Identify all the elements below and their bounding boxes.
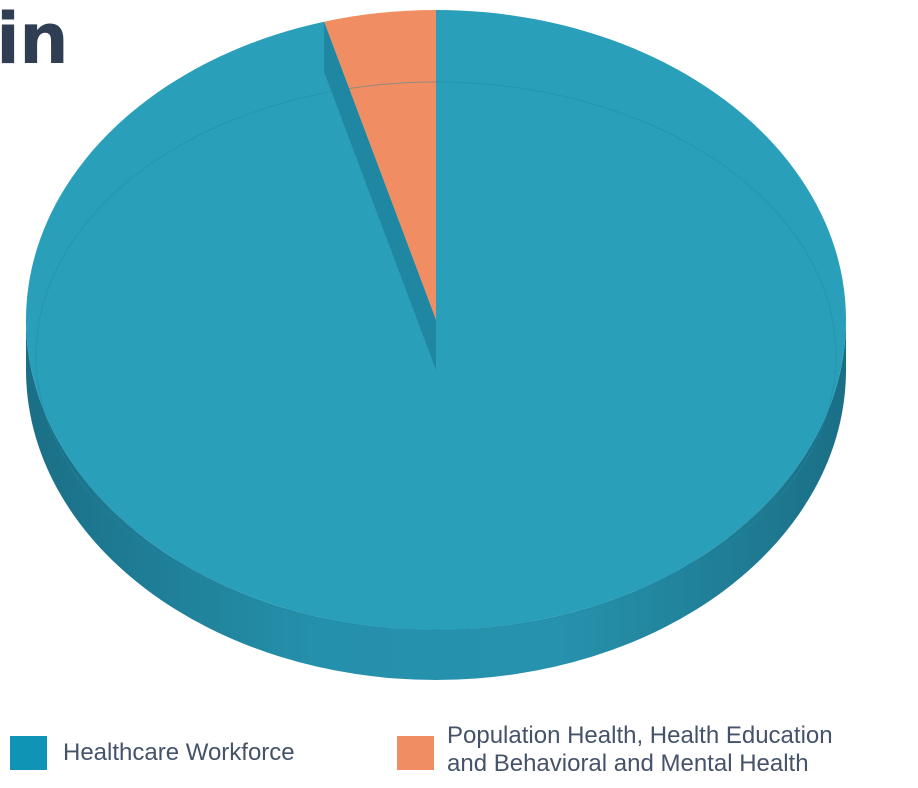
- legend-label: Population Health, Health Education and …: [447, 722, 833, 777]
- pie-chart: [26, 10, 847, 680]
- legend-item-population-health: Population Health, Health Education and …: [397, 722, 833, 778]
- pie-slice-cut-face: [324, 21, 436, 370]
- legend-item-healthcare-workforce: Healthcare Workforce: [10, 736, 295, 770]
- pie-slice-1: [324, 10, 436, 320]
- legend-swatch: [397, 736, 434, 770]
- chart-legend: Healthcare Workforce Population Health, …: [0, 700, 918, 788]
- pie-top-rim: [35, 81, 837, 631]
- pie-slice-0: [26, 10, 847, 630]
- legend-swatch: [10, 736, 47, 770]
- pie-side-wall: [26, 320, 846, 680]
- chart-title-fragment: in: [0, 0, 69, 80]
- legend-label: Healthcare Workforce: [63, 739, 295, 766]
